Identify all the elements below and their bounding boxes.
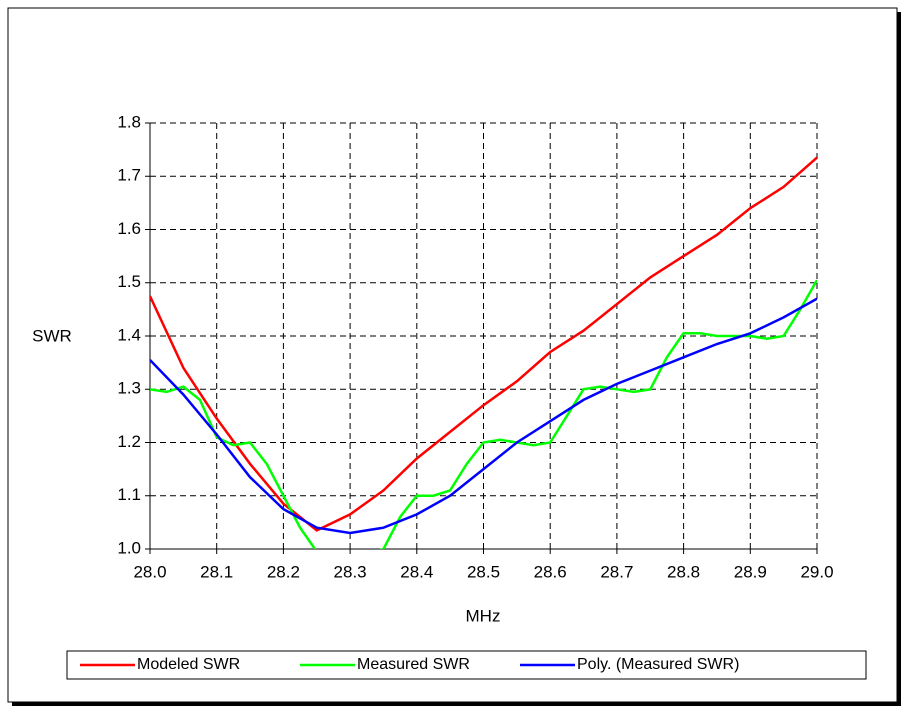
- y-tick-label: 1.0: [117, 538, 141, 557]
- legend-label: Measured SWR: [357, 656, 470, 673]
- y-tick-label: 1.5: [117, 272, 141, 291]
- x-tick-label: 28.4: [400, 562, 433, 581]
- y-axis-label: SWR: [32, 326, 72, 345]
- x-tick-label: 28.1: [200, 562, 233, 581]
- x-tick-label: 28.0: [133, 562, 166, 581]
- series-line: [150, 156, 817, 532]
- x-tick-label: 28.5: [467, 562, 500, 581]
- frame: [7, 7, 898, 703]
- x-tick-label: 28.6: [534, 562, 567, 581]
- y-tick-label: 1.3: [117, 379, 141, 398]
- x-tick-label: 28.9: [734, 562, 767, 581]
- x-tick-label: 29.0: [800, 562, 833, 581]
- x-tick-label: 28.8: [667, 562, 700, 581]
- legend: Modeled SWR Measured SWR Poly. (Measured S…: [80, 656, 739, 673]
- y-tick-label: 1.8: [117, 112, 141, 131]
- x-tick-label: 28.2: [267, 562, 300, 581]
- legend-box: [66, 650, 867, 680]
- legend-label: Modeled SWR: [137, 656, 240, 673]
- x-tick-label: 28.3: [334, 562, 367, 581]
- x-axis-label: MHz: [466, 606, 501, 625]
- y-tick-label: 1.1: [117, 485, 141, 504]
- x-tick-label: 28.7: [600, 562, 633, 581]
- y-tick-label: 1.4: [117, 325, 141, 344]
- y-tick-label: 1.7: [117, 166, 141, 185]
- y-tick-label: 1.6: [117, 219, 141, 238]
- series-line: [150, 297, 817, 535]
- y-tick-label: 1.2: [117, 432, 141, 451]
- legend-label: Poly. (Measured SWR): [577, 656, 739, 673]
- series-line: [150, 279, 817, 549]
